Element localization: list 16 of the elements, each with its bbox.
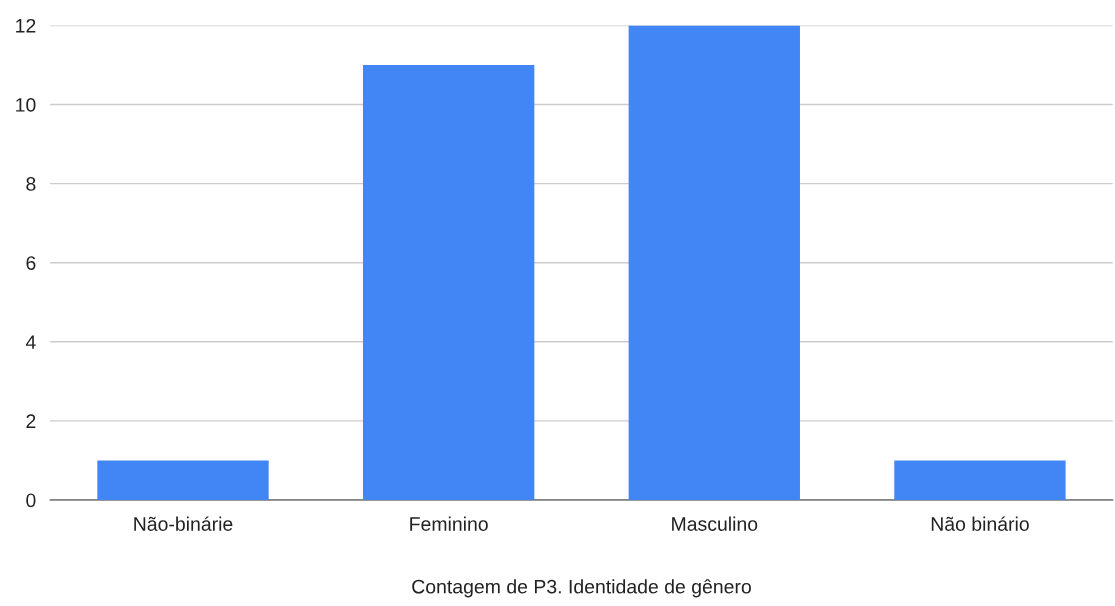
x-tick-label: Não-binárie xyxy=(134,516,233,531)
bar xyxy=(894,460,1066,500)
x-axis-title: Contagem de P3. Identidade de gênero xyxy=(412,579,751,598)
x-tick-label: Não binário xyxy=(931,516,1029,531)
y-tick-label: 10 xyxy=(16,98,36,112)
bar xyxy=(97,460,269,500)
y-tick-label: 8 xyxy=(26,177,36,191)
bar xyxy=(628,25,800,500)
y-tick-label: 0 xyxy=(26,493,36,508)
y-tick-label: 12 xyxy=(16,18,36,33)
x-tick-label: Feminino xyxy=(410,516,488,531)
x-tick-label: Masculino xyxy=(672,516,758,531)
y-tick-label: 2 xyxy=(26,414,36,428)
y-tick-label: 4 xyxy=(25,335,36,349)
bar xyxy=(362,64,535,500)
y-tick-label: 6 xyxy=(26,256,36,270)
